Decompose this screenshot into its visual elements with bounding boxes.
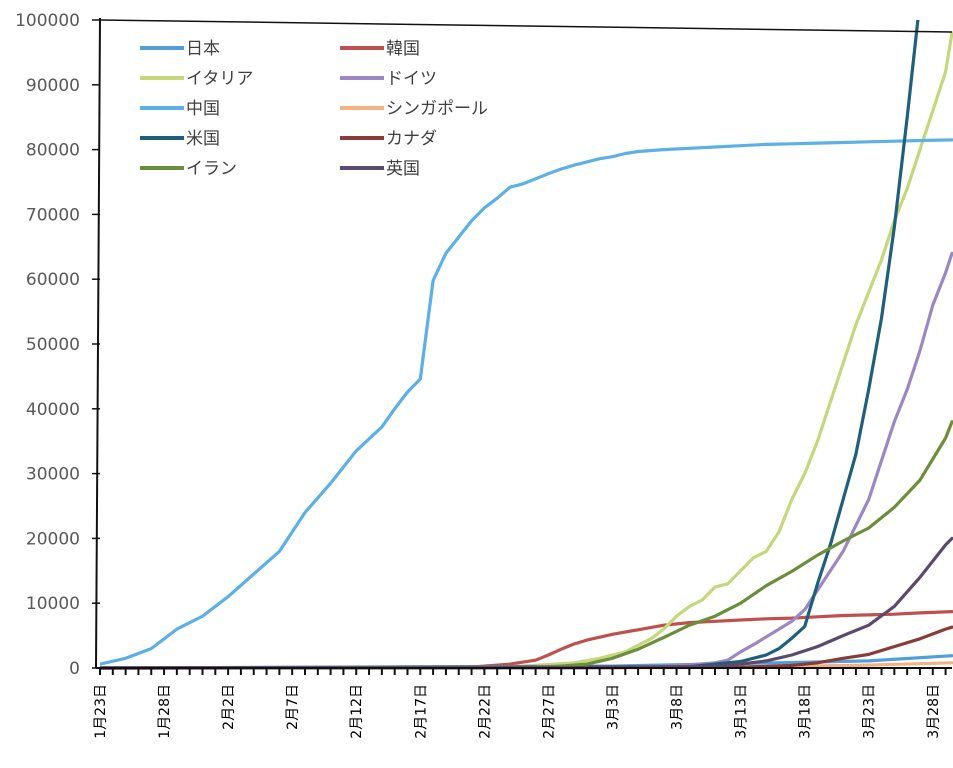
legend-item: 米国 [140,129,220,149]
plot-top-border [99,19,953,33]
x-minor-ticks [99,668,947,675]
x-tick-label: 2月2日 [221,684,237,730]
legend-item: カナダ [340,129,437,149]
x-tick-label: 2月22日 [477,684,493,739]
legend-label: 日本 [186,39,220,59]
legend-item: イラン [140,159,237,179]
x-tick-label: 2月7日 [285,684,301,730]
legend-label: 中国 [186,99,220,119]
legend-item: ドイツ [340,69,437,89]
legend-label: ドイツ [386,69,437,89]
series-line-9 [100,420,953,670]
legend-item: 英国 [340,159,420,179]
legend-label: イラン [186,159,237,179]
legend-item: 韓国 [340,39,420,59]
y-tick-label: 0 [69,659,80,679]
x-tick-label: 3月8日 [670,684,686,730]
x-tick-label: 2月17日 [413,684,429,739]
y-tick-labels: 0 10000 20000 30000 40000 50000 60000 70000 8000… [15,11,100,679]
y-tick-label: 70000 [26,205,80,225]
y-tick-label: 60000 [26,270,80,290]
legend-item: 日本 [140,39,220,59]
x-tick-label: 3月18日 [798,684,814,739]
series-line-5 [100,138,953,666]
x-tick-label: 3月28日 [926,684,942,739]
legend-item: イタリア [140,69,253,89]
y-tick-label: 80000 [26,141,80,161]
legend-label: 韓国 [386,39,420,59]
x-tick-label: 3月3日 [605,684,621,730]
legend-label: 英国 [386,159,420,179]
series-line-2 [100,610,953,670]
series-lines [100,20,953,670]
series-line-8 [100,625,953,670]
legend-label: カナダ [386,129,437,149]
legend-label: イタリア [186,69,253,89]
legend-item: シンガポール [340,99,488,119]
y-tick-label: 90000 [26,76,80,96]
x-tick-labels: 1月23日 1月28日 2月2日 2月7日 2月12日 2月17日 2月22日 2月27日 3月… [93,684,942,739]
y-tick-label: 40000 [26,400,80,420]
series-line-10 [100,536,953,670]
x-tick-label: 2月12日 [349,684,365,739]
legend-label: シンガポール [386,99,488,119]
y-axis-line [95,17,101,669]
x-tick-label: 1月28日 [157,684,173,739]
y-tick-label: 30000 [26,465,80,485]
x-tick-label: 3月23日 [862,684,878,739]
y-tick-label: 20000 [26,529,80,549]
legend-label: 米国 [186,129,220,149]
x-tick-label: 2月27日 [541,684,557,739]
x-tick-label: 3月13日 [734,684,750,739]
x-tick-label: 1月23日 [93,684,109,739]
series-line-7 [100,20,920,670]
legend-item: 中国 [140,99,220,119]
y-tick-label: 50000 [26,335,80,355]
series-line-4 [100,251,953,670]
y-tick-label: 100000 [15,11,80,31]
y-tick-label: 10000 [26,594,80,614]
